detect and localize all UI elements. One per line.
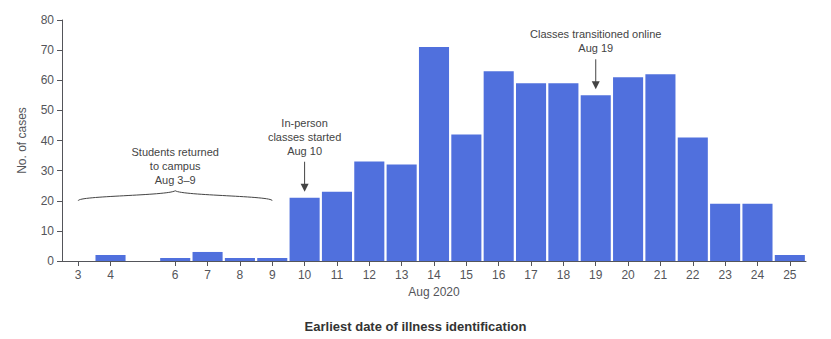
svg-text:10: 10 — [298, 268, 312, 282]
svg-text:16: 16 — [492, 268, 506, 282]
svg-text:25: 25 — [783, 268, 797, 282]
svg-text:6: 6 — [172, 268, 179, 282]
svg-text:9: 9 — [269, 268, 276, 282]
svg-text:60: 60 — [41, 73, 55, 87]
svg-text:70: 70 — [41, 43, 55, 57]
svg-text:Classes transitioned online: Classes transitioned online — [530, 28, 661, 40]
svg-text:Aug 19: Aug 19 — [578, 42, 613, 54]
svg-text:22: 22 — [686, 268, 700, 282]
svg-text:to campus: to campus — [150, 160, 201, 172]
svg-text:Aug 3–9: Aug 3–9 — [155, 174, 196, 186]
svg-text:30: 30 — [41, 164, 55, 178]
svg-text:19: 19 — [589, 268, 603, 282]
svg-text:Aug 10: Aug 10 — [287, 145, 322, 157]
svg-text:80: 80 — [41, 13, 55, 27]
svg-text:40: 40 — [41, 134, 55, 148]
svg-text:24: 24 — [751, 268, 765, 282]
svg-text:7: 7 — [204, 268, 211, 282]
svg-text:Earliest date of illness ident: Earliest date of illness identification — [305, 319, 527, 334]
svg-text:classes started: classes started — [268, 131, 341, 143]
svg-text:20: 20 — [41, 194, 55, 208]
svg-text:8: 8 — [237, 268, 244, 282]
svg-text:20: 20 — [621, 268, 635, 282]
svg-text:13: 13 — [395, 268, 409, 282]
svg-text:23: 23 — [718, 268, 732, 282]
svg-text:14: 14 — [427, 268, 441, 282]
svg-text:In-person: In-person — [281, 117, 327, 129]
svg-text:15: 15 — [460, 268, 474, 282]
svg-text:Aug 2020: Aug 2020 — [408, 285, 460, 299]
svg-text:Students returned: Students returned — [131, 146, 218, 158]
svg-text:0: 0 — [47, 254, 54, 268]
svg-text:No. of cases: No. of cases — [15, 107, 29, 174]
svg-text:17: 17 — [524, 268, 538, 282]
svg-text:4: 4 — [107, 268, 114, 282]
svg-text:3: 3 — [75, 268, 82, 282]
svg-text:21: 21 — [654, 268, 668, 282]
svg-text:11: 11 — [331, 268, 344, 282]
svg-text:10: 10 — [41, 224, 55, 238]
svg-text:18: 18 — [557, 268, 571, 282]
svg-text:50: 50 — [41, 103, 55, 117]
svg-text:12: 12 — [363, 268, 377, 282]
